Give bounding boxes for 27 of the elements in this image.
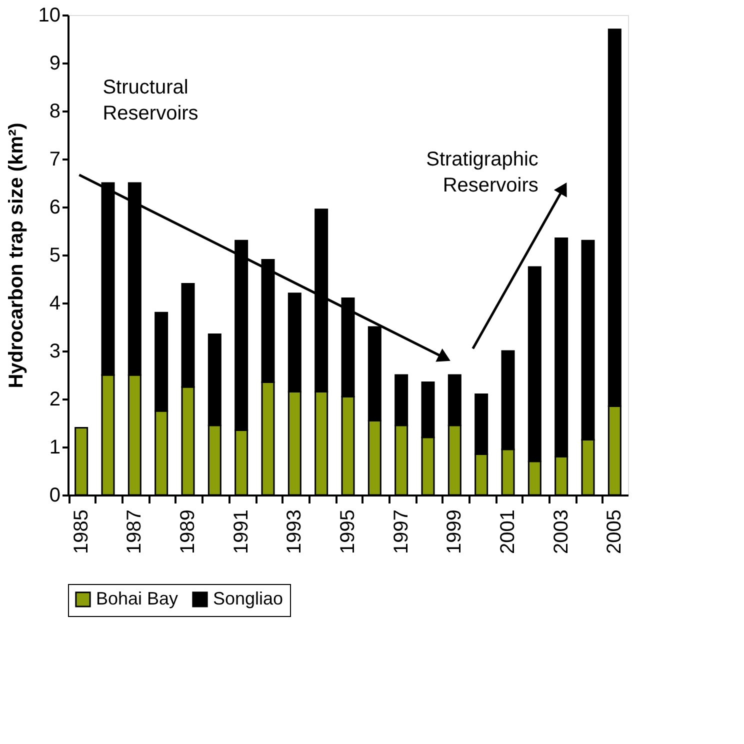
y-axis-title: Hydrocarbon trap size (km²) <box>5 122 28 388</box>
y-tick-label: 4 <box>49 292 60 314</box>
x-tick-label: 2001 <box>497 510 519 554</box>
y-tick-label: 10 <box>38 4 60 26</box>
x-tick-label: 1997 <box>390 510 412 554</box>
x-tick-label: 1991 <box>230 510 252 554</box>
x-tick-label: 1999 <box>444 510 466 554</box>
y-tick-label: 0 <box>49 484 60 506</box>
x-tick-label: 1995 <box>337 510 359 554</box>
x-tick-label: 1985 <box>70 510 92 554</box>
x-tick-label: 1993 <box>284 510 306 554</box>
y-tick-label: 6 <box>49 196 60 218</box>
legend-label: Bohai Bay <box>96 588 178 608</box>
x-tick-label: 2003 <box>550 510 572 554</box>
y-tick-label: 7 <box>49 148 60 170</box>
y-tick-label: 9 <box>49 52 60 74</box>
y-tick-label: 2 <box>49 388 60 410</box>
y-tick-label: 5 <box>49 244 60 266</box>
y-tick-label: 3 <box>49 340 60 362</box>
annotation: Stratigraphic Reservoirs <box>426 148 538 196</box>
annotation: Structural Reservoirs <box>102 76 198 124</box>
y-tick-label: 8 <box>49 100 60 122</box>
x-tick-label: 1987 <box>124 510 146 554</box>
x-tick-label: 2005 <box>604 510 626 554</box>
legend-label: Songliao <box>213 588 284 608</box>
x-tick-label: 1989 <box>177 510 199 554</box>
y-tick-label: 1 <box>49 436 60 458</box>
